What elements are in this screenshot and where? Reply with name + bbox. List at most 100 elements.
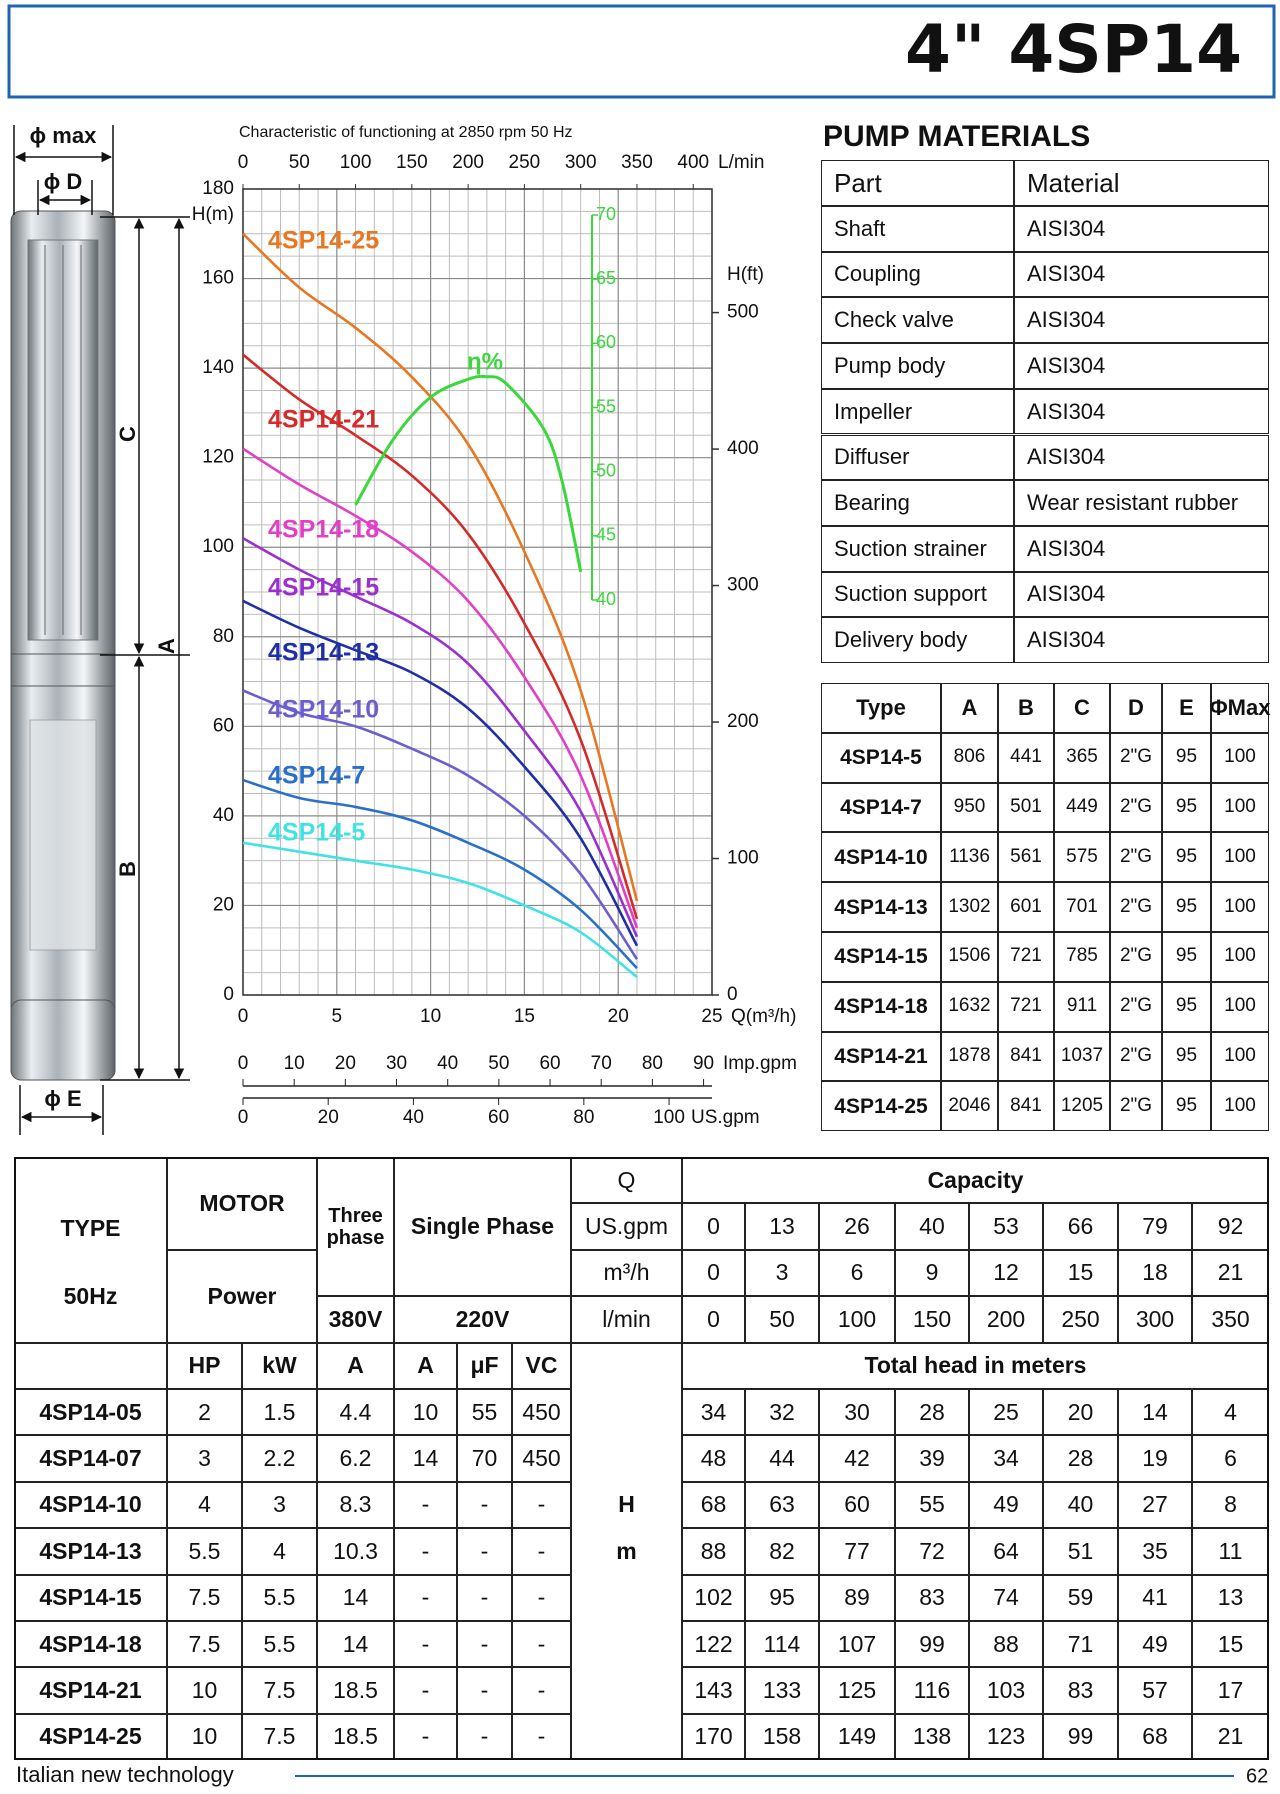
motor-value: 3: [242, 1481, 317, 1529]
column-header: HP: [167, 1342, 242, 1389]
capacity-value: 350: [1192, 1296, 1269, 1343]
head-value: 25: [969, 1389, 1043, 1436]
dim-label: A: [154, 638, 179, 654]
imp-tick-label: 70: [591, 1053, 612, 1074]
dim-label: ϕ max: [30, 123, 97, 148]
y2-tick-label: 0: [727, 984, 738, 1005]
capacity-value: 0: [682, 1249, 745, 1297]
h-label: H: [618, 1491, 635, 1518]
materials-cell: Suction support: [821, 571, 1014, 618]
dimensions-cell: 1302: [941, 882, 998, 932]
materials-cell: AISI304: [1014, 343, 1269, 389]
head-value: 28: [1043, 1435, 1118, 1482]
head-value: 74: [969, 1574, 1043, 1621]
motor-value: 4: [167, 1481, 242, 1529]
head-value: 41: [1118, 1574, 1192, 1621]
dimensions-cell: 2"G: [1110, 932, 1162, 982]
motor-value: -: [512, 1574, 571, 1621]
x-tick-label: 25: [701, 1006, 722, 1027]
head-value: 28: [895, 1389, 969, 1436]
flow-unit: l/min: [571, 1296, 682, 1343]
capacity-value: 250: [1043, 1296, 1118, 1343]
dimensions-cell: 100: [1211, 981, 1269, 1032]
us-tick-label: 80: [573, 1107, 594, 1128]
dimensions-cell: 2"G: [1110, 1081, 1162, 1132]
x-tick-label: 20: [608, 1006, 629, 1027]
footer-text: Italian new technology: [16, 1762, 234, 1787]
y2-tick-label: 100: [727, 848, 759, 869]
head-curve: [242, 689, 639, 960]
materials-title: PUMP MATERIALS: [823, 120, 1090, 153]
top-tick-label: 350: [621, 152, 653, 173]
capacity-value: 6: [819, 1249, 895, 1297]
x-tick-label: 15: [514, 1006, 535, 1027]
head-value: 27: [1118, 1481, 1192, 1529]
dimensions-cell: 100: [1211, 1081, 1269, 1132]
efficiency-label: η%: [467, 348, 503, 375]
head-value: 34: [969, 1435, 1043, 1482]
capacity-value: 3: [745, 1249, 819, 1297]
head-value: 99: [895, 1621, 969, 1668]
head-value: 83: [895, 1574, 969, 1621]
dimensions-cell: 2"G: [1110, 1031, 1162, 1082]
eff-tick-label: 45: [596, 525, 616, 545]
head-value: 125: [819, 1667, 895, 1714]
type-name: 4SP14-21: [14, 1667, 167, 1714]
dimensions-cell: 721: [998, 981, 1054, 1032]
imp-tick-label: 40: [437, 1053, 458, 1074]
dimensions-cell: 95: [1162, 832, 1211, 883]
dimensions-cell: 721: [998, 932, 1054, 982]
column-header: A: [317, 1342, 394, 1389]
dimensions-type: 4SP14-15: [821, 932, 941, 982]
dim-label: ϕ E: [44, 1086, 81, 1111]
head-value: 55: [895, 1481, 969, 1529]
y-tick-label: 60: [213, 715, 234, 736]
dimensions-cell: 501: [998, 782, 1054, 833]
pump-drawing: [10, 210, 116, 1081]
head-value: 63: [745, 1481, 819, 1529]
motor-value: -: [394, 1528, 457, 1575]
materials-cell: Coupling: [821, 251, 1014, 298]
head-value: 48: [682, 1435, 745, 1482]
dimensions-cell: 911: [1054, 981, 1110, 1032]
top-tick-label: 100: [340, 152, 372, 173]
imp-tick-label: 90: [693, 1053, 714, 1074]
dimensions-cell: 441: [998, 732, 1054, 783]
motor-value: -: [394, 1621, 457, 1668]
head-curve: [242, 841, 638, 979]
type-name: 4SP14-07: [14, 1435, 167, 1482]
materials-cell: Bearing: [821, 480, 1014, 526]
dimensions-cell: 95: [1162, 1081, 1211, 1132]
top-tick-label: 300: [565, 152, 597, 173]
dimensions-cell: 100: [1211, 782, 1269, 833]
motor-value: 8.3: [317, 1481, 394, 1529]
x-tick-label: 10: [420, 1006, 441, 1027]
dimensions-header: Type: [821, 683, 941, 733]
motor-value: -: [512, 1481, 571, 1529]
head-value: 143: [682, 1667, 745, 1714]
head-value: 19: [1118, 1435, 1192, 1482]
capacity-value: 9: [895, 1249, 969, 1297]
motor-value: -: [457, 1621, 512, 1668]
head-value: 59: [1043, 1574, 1118, 1621]
dim-label: C: [115, 426, 140, 442]
capacity-value: 0: [682, 1296, 745, 1343]
efficiency-curve: [354, 374, 583, 573]
motor-value: 70: [457, 1435, 512, 1482]
motor-value: 55: [457, 1389, 512, 1436]
head-value: 116: [895, 1667, 969, 1714]
motor-value: 10: [167, 1667, 242, 1714]
eff-tick-label: 65: [596, 268, 616, 288]
dimensions-cell: 561: [998, 832, 1054, 883]
y2-axis-label: H(ft): [727, 264, 764, 285]
y-tick-label: 120: [202, 447, 234, 468]
chart-title: Characteristic of functioning at 2850 rp…: [239, 124, 573, 141]
materials-cell: AISI304: [1014, 525, 1269, 572]
dimensions-cell: 95: [1162, 1031, 1211, 1082]
dimensions-cell: 100: [1211, 932, 1269, 982]
eff-tick-label: 60: [596, 332, 616, 352]
series-label: 4SP14-5: [268, 819, 365, 847]
head-curve: [242, 353, 639, 920]
type-header: TYPE: [60, 1215, 121, 1242]
us-tick-label: 60: [488, 1107, 509, 1128]
